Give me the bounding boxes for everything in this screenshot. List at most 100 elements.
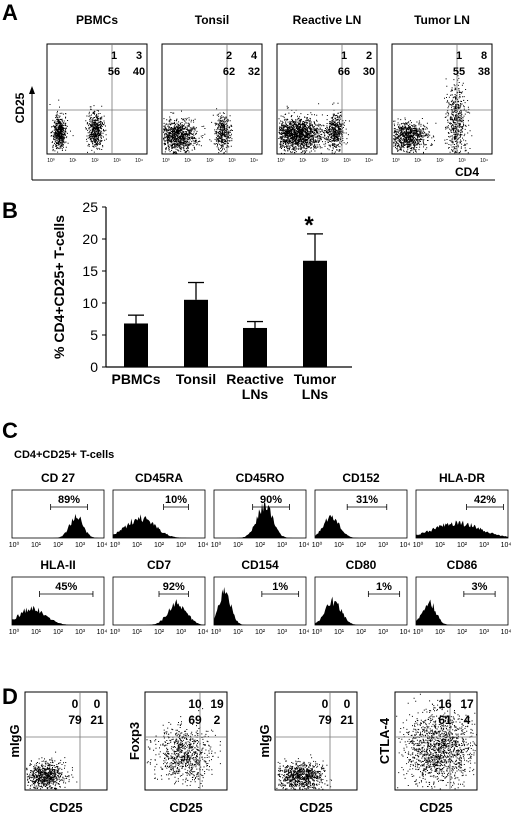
histogram-marker-label: CD7 bbox=[147, 558, 171, 572]
histogram-7: CD7 92% 10⁰ 10¹ 10² 10³ 10⁴ bbox=[110, 558, 209, 636]
histogram-area bbox=[315, 596, 407, 625]
axis-tick-label: 10⁰ bbox=[392, 158, 400, 164]
histogram-tick-label: 10¹ bbox=[132, 629, 143, 636]
histogram-6: HLA-II 45% 10⁰ 10¹ 10² 10³ 10⁴ bbox=[9, 558, 108, 636]
histogram-frame bbox=[11, 489, 105, 539]
panel-a-y-axis-label: CD25 bbox=[13, 92, 27, 123]
quadrant-value: 62 bbox=[223, 66, 235, 78]
bar-4 bbox=[303, 260, 327, 367]
axis-tick-label: 10² bbox=[206, 158, 214, 164]
histogram-marker-label: CD154 bbox=[241, 558, 279, 572]
histogram-tick-label: 10⁴ bbox=[400, 629, 411, 636]
histogram-tick-label: 10¹ bbox=[435, 542, 446, 549]
histogram-tick-label: 10¹ bbox=[334, 629, 345, 636]
y-tick-label: 0 bbox=[90, 359, 98, 375]
quadrant-value: 2 bbox=[226, 50, 232, 62]
y-tick-label: 25 bbox=[82, 199, 98, 215]
histogram-area bbox=[416, 520, 508, 538]
gate-bracket bbox=[252, 504, 290, 510]
y-axis-label: mIgG bbox=[257, 724, 272, 757]
x-tick-label-3: LNs bbox=[242, 386, 269, 402]
quadrant-value: 79 bbox=[318, 713, 332, 727]
gate-bracket bbox=[50, 504, 88, 510]
histogram-tick-label: 10² bbox=[457, 629, 468, 636]
x-tick-label-1: PBMCs bbox=[111, 371, 160, 387]
gate-bracket bbox=[39, 591, 94, 597]
y-tick-label: 10 bbox=[82, 295, 98, 311]
quadrant-value: 69 bbox=[188, 713, 202, 727]
scatter-cluster-1 bbox=[396, 693, 477, 790]
histogram-marker-label: CD45RA bbox=[135, 471, 183, 485]
histogram-area bbox=[214, 587, 306, 625]
x-tick-label-3: Reactive bbox=[226, 371, 284, 387]
histogram-tick-label: 10⁴ bbox=[501, 629, 512, 636]
quadrant-value: 0 bbox=[322, 697, 329, 711]
histogram-marker-label: HLA-DR bbox=[439, 471, 485, 485]
axis-tick-label: 10⁴ bbox=[480, 158, 488, 164]
histogram-tick-label: 10² bbox=[255, 629, 266, 636]
histogram-area bbox=[315, 514, 407, 538]
quadrant-value: 40 bbox=[133, 66, 145, 78]
flow-plot-title: Tonsil bbox=[195, 13, 229, 27]
histogram-tick-label: 10³ bbox=[277, 542, 288, 549]
histogram-3: CD45RO 90% 10⁰ 10¹ 10² 10³ 10⁴ bbox=[211, 471, 310, 549]
histogram-tick-label: 10¹ bbox=[334, 542, 345, 549]
quadrant-value: 19 bbox=[210, 697, 224, 711]
gate-bracket bbox=[463, 591, 496, 597]
quadrant-value: 4 bbox=[464, 713, 471, 727]
panel-d-letter: D bbox=[2, 684, 18, 709]
scatter-cluster-2 bbox=[323, 102, 350, 154]
axis-tick-label: 10² bbox=[91, 158, 99, 164]
quadrant-value: 10 bbox=[188, 697, 202, 711]
quadrant-value: 8 bbox=[481, 50, 487, 62]
quadrant-value: 1 bbox=[341, 50, 347, 62]
panel-a-x-axis-label: CD4 bbox=[455, 165, 479, 179]
flow-plot-frame bbox=[161, 43, 263, 155]
histogram-tick-label: 10⁰ bbox=[9, 628, 20, 636]
x-axis-label: CD25 bbox=[49, 800, 82, 815]
axis-tick-label: 10³ bbox=[343, 158, 351, 164]
flow-plot-d-3: 0 0 79 21 mIgG CD25 bbox=[257, 691, 358, 815]
histogram-tick-label: 10² bbox=[255, 542, 266, 549]
flow-plot-1: PBMCs 1 3 56 40 10⁰ 10¹ 10² 10³ 10⁴ bbox=[46, 13, 148, 164]
histogram-tick-label: 10⁴ bbox=[198, 542, 209, 549]
histogram-tick-label: 10³ bbox=[378, 629, 389, 636]
gate-bracket bbox=[346, 504, 388, 510]
quadrant-value: 0 bbox=[94, 697, 101, 711]
histogram-frame bbox=[112, 576, 206, 626]
histogram-tick-label: 10⁰ bbox=[110, 541, 121, 549]
quadrant-value: 21 bbox=[340, 713, 354, 727]
axis-tick-label: 10² bbox=[436, 158, 444, 164]
y-axis-label: CTLA-4 bbox=[377, 717, 392, 764]
y-tick-label: 5 bbox=[90, 327, 98, 343]
scatter-cluster-2 bbox=[85, 105, 107, 153]
panel-a-letter: A bbox=[2, 0, 18, 25]
gate-percentage: 1% bbox=[272, 581, 288, 593]
panel-b-bar-chart: 0 5 10 15 20 25 % CD4+CD25+ T-cells PBMCs Tonsil… bbox=[51, 199, 352, 402]
axis-tick-label: 10⁰ bbox=[162, 158, 170, 164]
histogram-1: CD 27 89% 10⁰ 10¹ 10² 10³ 10⁴ bbox=[9, 471, 108, 549]
histogram-area bbox=[113, 599, 205, 625]
histogram-tick-label: 10⁰ bbox=[110, 628, 121, 636]
panel-c-letter: C bbox=[2, 418, 18, 443]
histogram-tick-label: 10⁴ bbox=[97, 542, 108, 549]
x-tick-label-4: LNs bbox=[302, 386, 329, 402]
panel-a-flow-plots: PBMCs 1 3 56 40 10⁰ 10¹ 10² 10³ 10⁴ Tonsil 2 4 62 32 10… bbox=[46, 13, 493, 164]
x-tick-label-2: Tonsil bbox=[176, 371, 216, 387]
histogram-marker-label: CD86 bbox=[447, 558, 478, 572]
histogram-tick-label: 10¹ bbox=[233, 542, 244, 549]
quadrant-value: 0 bbox=[344, 697, 351, 711]
histogram-tick-label: 10⁰ bbox=[312, 628, 323, 636]
quadrant-value: 38 bbox=[478, 66, 490, 78]
x-tick-label-4: Tumor bbox=[294, 371, 337, 387]
histogram-tick-label: 10⁴ bbox=[299, 629, 310, 636]
flow-plot-frame bbox=[276, 43, 378, 155]
flow-plot-d-1: 0 0 79 21 mIgG CD25 bbox=[7, 691, 108, 815]
quadrant-value: 17 bbox=[460, 697, 474, 711]
flow-plot-title: Reactive LN bbox=[293, 13, 362, 27]
panel-b-letter: B bbox=[2, 198, 18, 223]
histogram-marker-label: HLA-II bbox=[40, 558, 75, 572]
histogram-tick-label: 10⁰ bbox=[211, 541, 222, 549]
scatter-cluster-1 bbox=[163, 110, 206, 154]
panel-b-significance: * bbox=[304, 212, 314, 239]
